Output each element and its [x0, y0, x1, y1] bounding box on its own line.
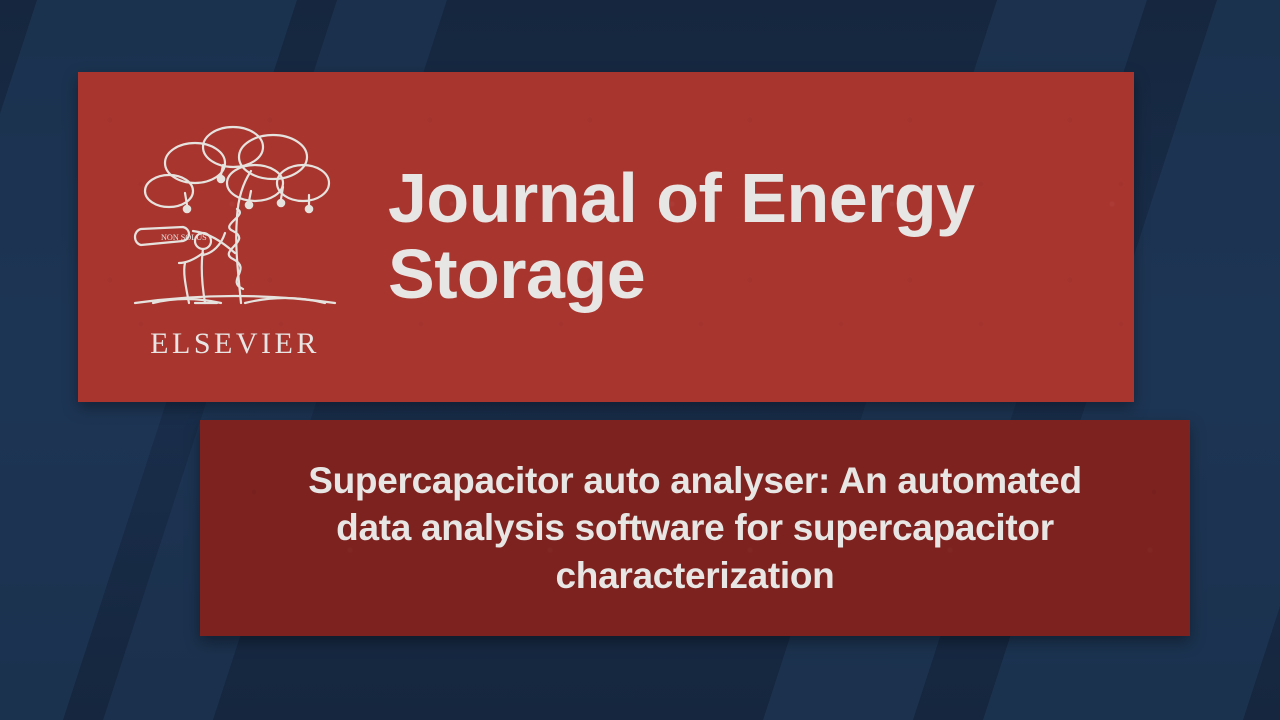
article-title: Supercapacitor auto analyser: An automat… [272, 457, 1118, 599]
publisher-wordmark: ELSEVIER [150, 327, 320, 361]
publisher-logo-block: NON SOLUS ELSEVIER [78, 72, 378, 402]
logo-motto: NON SOLUS [161, 233, 207, 242]
elsevier-tree-icon: NON SOLUS [125, 113, 345, 313]
article-title-banner: Supercapacitor auto analyser: An automat… [200, 420, 1190, 636]
journal-title: Journal of Energy Storage [378, 131, 1134, 342]
journal-banner: NON SOLUS ELSEVIER Journal of Energy Sto… [78, 72, 1134, 402]
